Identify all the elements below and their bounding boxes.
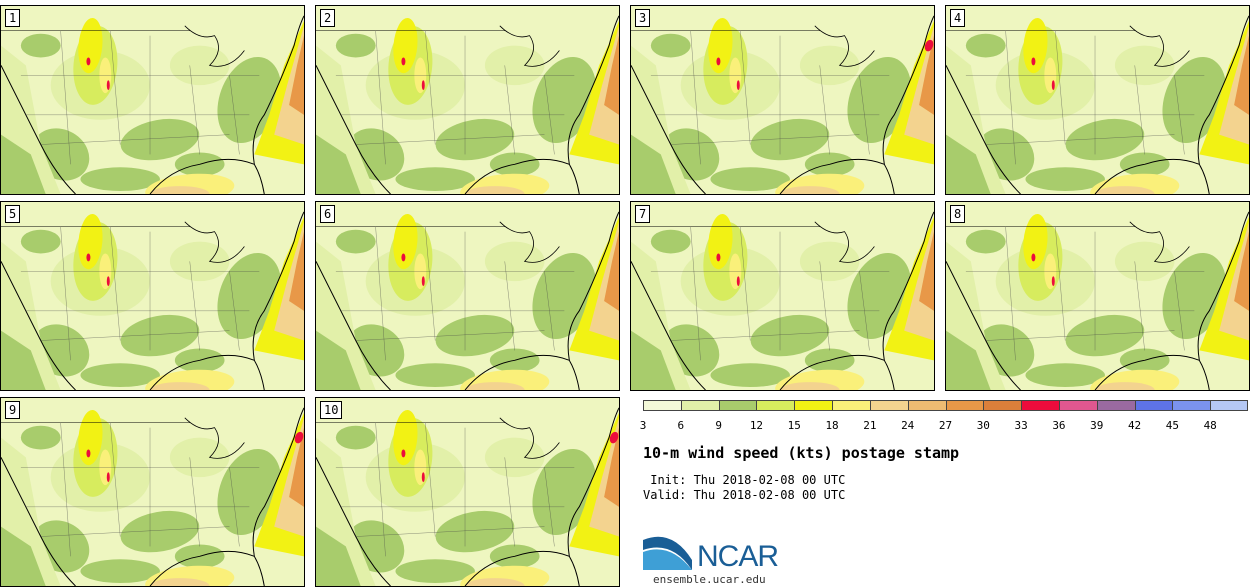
product-title: 10-m wind speed (kts) postage stamp [643, 444, 960, 462]
legend-tick-label: 27 [938, 419, 953, 432]
legend-swatch [832, 400, 871, 411]
legend-swatch [1172, 400, 1212, 411]
legend-tick-label: 15 [787, 419, 801, 432]
legend-tick-label: 6 [677, 419, 685, 432]
legend-tick-label: 42 [1127, 419, 1142, 432]
member-map-panel: 1 [0, 5, 305, 195]
legend-swatch [794, 400, 834, 411]
ncar-logo-icon [643, 536, 692, 570]
wind-speed-map [631, 6, 934, 194]
legend-swatch [756, 400, 796, 411]
website-url[interactable]: ensemble.ucar.edu [653, 573, 766, 586]
member-number-label: 6 [320, 205, 336, 223]
wind-speed-map [316, 202, 619, 390]
legend-swatch [1058, 400, 1098, 411]
member-number-label: 4 [950, 9, 966, 27]
legend-swatch [983, 400, 1023, 411]
member-number-label: 10 [320, 401, 343, 419]
legend-tick-label: 45 [1165, 419, 1179, 432]
member-number-label: 3 [635, 9, 651, 27]
legend-tick-label: 36 [1052, 419, 1066, 432]
legend-tick-label: 21 [863, 419, 877, 432]
wind-speed-map [1, 398, 304, 586]
legend-tick-label: 18 [825, 419, 839, 432]
legend-tick-label: 30 [976, 419, 990, 432]
legend-swatch [1134, 400, 1174, 411]
wind-speed-legend: 3 6 9 12 15 18 21 24 27 30 33 36 39 42 45 48 [640, 400, 1248, 434]
legend-tick-label: 3 [639, 419, 647, 432]
legend-swatch [643, 400, 682, 411]
member-number-label: 7 [635, 205, 651, 223]
member-map-panel: 8 [945, 201, 1250, 391]
legend-tick-label: 39 [1090, 419, 1104, 432]
member-number-label: 9 [5, 401, 21, 419]
legend-swatch [1021, 400, 1060, 411]
legend-swatch [1096, 400, 1136, 411]
ncar-logo-text: NCAR [697, 540, 779, 573]
wind-speed-map [316, 398, 619, 586]
legend-tick-label: 9 [715, 419, 722, 432]
legend-swatch [1210, 400, 1248, 411]
legend-swatch [680, 400, 720, 411]
wind-speed-map [946, 202, 1249, 390]
wind-speed-map [1, 6, 304, 194]
legend-swatch [945, 400, 985, 411]
legend-swatch [718, 400, 758, 411]
legend-swatch [907, 400, 947, 411]
member-map-panel: 7 [630, 201, 935, 391]
init-time: Init: Thu 2018-02-08 00 UTC [643, 473, 846, 487]
member-number-label: 1 [5, 9, 21, 27]
legend-tick-label: 33 [1014, 419, 1028, 432]
member-map-panel: 2 [315, 5, 620, 195]
wind-speed-map [946, 6, 1249, 194]
wind-speed-map [631, 202, 934, 390]
member-map-panel: 9 [0, 397, 305, 587]
member-map-panel: 3 [630, 5, 935, 195]
member-map-panel: 5 [0, 201, 305, 391]
legend-swatch [869, 400, 909, 411]
member-number-label: 5 [5, 205, 21, 223]
wind-speed-map [1, 202, 304, 390]
wind-speed-map [316, 6, 619, 194]
valid-time: Valid: Thu 2018-02-08 00 UTC [643, 488, 846, 502]
member-map-panel: 4 [945, 5, 1250, 195]
member-number-label: 8 [950, 205, 966, 223]
legend-tick-label: 48 [1203, 419, 1217, 432]
member-number-label: 2 [320, 9, 336, 27]
legend-tick-label: 12 [749, 419, 764, 432]
member-map-panel: 10 [315, 397, 620, 587]
legend-tick-label: 24 [901, 419, 915, 432]
member-map-panel: 6 [315, 201, 620, 391]
